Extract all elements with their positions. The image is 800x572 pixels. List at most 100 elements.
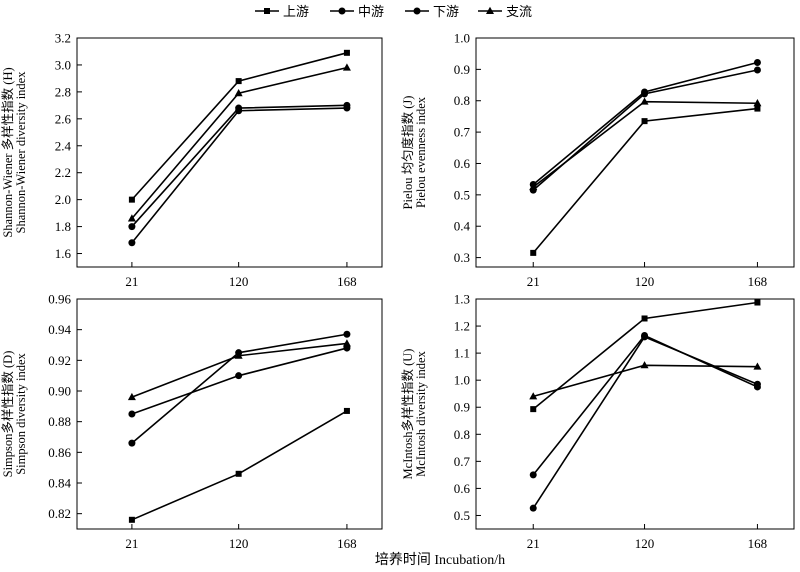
data-point	[342, 339, 351, 347]
data-point	[342, 63, 351, 71]
plot-frame	[475, 298, 795, 530]
series-line	[131, 66, 348, 220]
legend-marker	[338, 7, 346, 15]
data-point	[128, 196, 135, 203]
y-axis-title: McIntosh多样性指数 (U)	[400, 349, 415, 480]
y-tick-label: 0.88	[48, 414, 71, 429]
y-tick-label: 2.0	[55, 192, 71, 207]
data-point	[235, 104, 243, 112]
series-line	[532, 107, 758, 254]
x-tick-label: 120	[229, 274, 249, 289]
x-tick-label: 120	[635, 536, 655, 551]
x-tick-label: 168	[748, 536, 768, 551]
y-tick-label: 0.6	[454, 156, 471, 171]
y-tick-label: 1.0	[454, 373, 470, 388]
plot-frame	[475, 37, 795, 268]
series-line	[131, 107, 347, 244]
legend-label: 中游	[358, 4, 384, 19]
data-series	[128, 407, 350, 523]
y-tick-label: 2.2	[55, 165, 71, 180]
y-tick-label: 0.4	[454, 219, 471, 234]
data-point	[530, 249, 537, 256]
data-series	[529, 66, 761, 194]
y-tick-label: 0.82	[48, 506, 71, 521]
data-point	[753, 99, 762, 107]
chart-panel: 0.5 0.6 0.7 0.8 0.9 1.0 1.1 1.2 1.3 21 120 168 McInt…	[400, 292, 795, 551]
data-series	[127, 63, 351, 222]
data-point	[640, 97, 649, 105]
y-tick-label: 0.7	[454, 454, 471, 469]
data-point	[641, 315, 648, 322]
y-axis-title: Simpson diversity index	[14, 352, 28, 474]
data-point	[343, 407, 350, 414]
data-point	[529, 392, 538, 400]
y-tick-label: 0.96	[48, 292, 71, 307]
data-series	[529, 361, 762, 400]
series-line	[532, 334, 758, 476]
y-tick-label: 0.8	[454, 427, 470, 442]
data-point	[343, 101, 351, 109]
y-tick-label: 0.92	[48, 353, 71, 368]
plot-frame	[76, 37, 383, 268]
data-point	[754, 105, 761, 112]
data-point	[754, 299, 761, 306]
data-point	[641, 118, 648, 125]
data-point	[343, 49, 350, 56]
series-line	[131, 104, 347, 228]
y-tick-label: 1.8	[55, 219, 71, 234]
x-tick-label: 120	[229, 536, 249, 551]
y-tick-label: 0.8	[454, 93, 470, 108]
data-point	[128, 223, 136, 231]
y-axis-title: Shannon-Wiener 多样性指数 (H)	[0, 67, 15, 237]
data-point	[128, 239, 136, 247]
data-point	[235, 470, 242, 477]
x-axis-title: 培养时间 Incubation/h	[375, 552, 505, 568]
legend-marker	[264, 8, 270, 14]
chart-panel: 1.6 1.8 2.0 2.2 2.4 2.6 2.8 3.0 3.2 21 120 168 Shann…	[0, 31, 383, 289]
x-tick-label: 21	[125, 536, 138, 551]
y-axis-title: Pielou 均匀度指数 (J)	[400, 96, 415, 210]
data-point	[753, 66, 761, 74]
y-tick-label: 2.6	[55, 111, 72, 126]
data-series	[128, 101, 351, 231]
data-series	[529, 333, 761, 512]
x-tick-label: 168	[748, 274, 768, 289]
legend-item: 中游	[330, 4, 384, 19]
data-point	[127, 214, 136, 222]
y-tick-label: 0.7	[454, 125, 471, 140]
x-tick-label: 168	[337, 536, 357, 551]
data-series	[128, 330, 351, 447]
data-point	[235, 372, 243, 380]
data-point	[127, 392, 136, 401]
y-axis-title: McIntosh diversity index	[414, 350, 428, 476]
series-line	[532, 100, 758, 188]
series-line	[131, 410, 348, 521]
x-tick-label: 21	[527, 536, 540, 551]
y-tick-label: 0.6	[454, 481, 471, 496]
series-line	[532, 69, 758, 191]
data-series	[529, 332, 761, 479]
data-series	[128, 49, 350, 203]
data-point	[530, 406, 537, 413]
y-tick-label: 3.2	[55, 31, 71, 46]
legend: 上游 中游 下游 支流	[255, 4, 532, 19]
chart-panel: 0.82 0.84 0.86 0.88 0.90 0.92 0.94 0.96 21 120 168…	[0, 292, 383, 551]
data-series	[530, 299, 761, 413]
data-series	[529, 97, 762, 191]
y-tick-label: 2.8	[55, 84, 71, 99]
data-point	[641, 333, 649, 341]
data-point	[234, 89, 243, 97]
data-series	[128, 104, 351, 247]
y-tick-label: 0.84	[48, 476, 71, 491]
plot-frame	[76, 298, 383, 530]
legend-item: 支流	[478, 4, 532, 19]
y-tick-label: 1.1	[454, 346, 470, 361]
x-tick-label: 21	[527, 274, 540, 289]
y-tick-label: 1.2	[454, 319, 470, 334]
legend-label: 下游	[433, 4, 459, 19]
y-tick-label: 1.0	[454, 31, 470, 46]
y-tick-label: 0.5	[454, 187, 470, 202]
data-point	[128, 410, 136, 418]
panels: 1.6 1.8 2.0 2.2 2.4 2.6 2.8 3.0 3.2 21 120 168 Shann…	[0, 31, 795, 551]
